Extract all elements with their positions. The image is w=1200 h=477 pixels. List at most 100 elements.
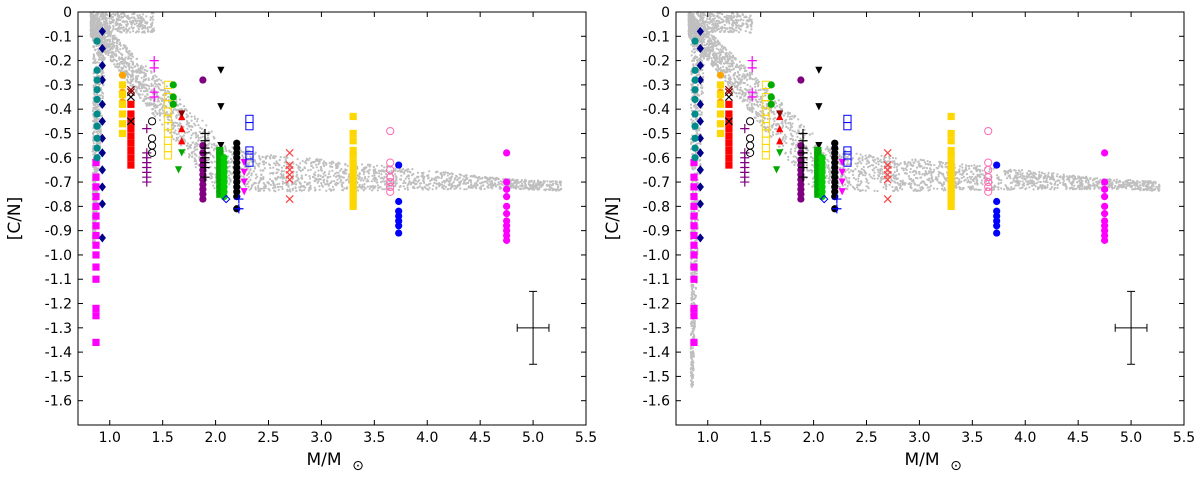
model-point xyxy=(440,176,443,180)
model-point xyxy=(99,130,102,133)
model-point xyxy=(422,179,425,182)
model-point xyxy=(766,117,769,120)
model-point xyxy=(211,172,214,176)
model-point xyxy=(754,98,758,101)
model-point xyxy=(97,142,100,145)
model-point xyxy=(227,160,230,163)
model-point xyxy=(152,18,155,21)
model-point xyxy=(374,178,377,181)
x-tick-label: 5.0 xyxy=(522,430,544,446)
model-point xyxy=(106,30,109,33)
model-point xyxy=(407,177,411,180)
model-point xyxy=(453,184,457,188)
model-point xyxy=(182,137,185,140)
model-point xyxy=(90,19,93,22)
model-point xyxy=(498,186,501,189)
model-point xyxy=(885,187,888,191)
data-point xyxy=(93,95,101,104)
model-point xyxy=(465,174,468,177)
model-point xyxy=(914,183,917,186)
model-point xyxy=(322,172,325,175)
model-point xyxy=(309,186,312,189)
model-point xyxy=(416,175,419,178)
model-point xyxy=(535,187,538,190)
model-point xyxy=(361,169,364,172)
model-point xyxy=(299,182,302,185)
model-point xyxy=(134,31,138,34)
model-point xyxy=(173,131,176,134)
model-point xyxy=(335,175,338,178)
model-point xyxy=(312,166,315,169)
model-point xyxy=(365,180,368,183)
model-point xyxy=(418,179,421,182)
model-point xyxy=(460,180,463,183)
model-point xyxy=(778,106,781,109)
model-point xyxy=(418,185,421,188)
model-point xyxy=(209,172,212,175)
model-point xyxy=(186,121,189,125)
model-point xyxy=(254,177,257,180)
model-point xyxy=(383,188,386,191)
model-point xyxy=(160,100,163,103)
model-point xyxy=(195,145,198,148)
model-point xyxy=(128,27,131,30)
model-point xyxy=(106,34,109,38)
model-point xyxy=(158,78,161,81)
model-point xyxy=(158,119,161,122)
model-point xyxy=(329,188,332,191)
model-point xyxy=(113,63,116,66)
model-point xyxy=(558,180,562,183)
model-point xyxy=(210,146,213,149)
model-point xyxy=(367,172,370,175)
model-point xyxy=(717,48,720,51)
model-point xyxy=(320,158,323,161)
data-point xyxy=(349,188,357,196)
y-tick-label: -1.5 xyxy=(45,369,72,385)
model-point xyxy=(257,182,260,185)
model-point xyxy=(560,187,563,190)
data-point xyxy=(503,149,511,157)
model-point xyxy=(380,173,383,176)
data-point xyxy=(98,165,106,175)
model-point xyxy=(278,158,281,162)
data-point xyxy=(245,122,254,131)
model-point xyxy=(174,129,177,132)
data-series xyxy=(127,100,135,169)
model-point xyxy=(411,174,414,177)
data-point xyxy=(92,202,100,210)
model-point xyxy=(137,67,140,70)
y-tick-label: -0.6 xyxy=(45,151,72,167)
model-point xyxy=(162,88,165,92)
model-point xyxy=(242,175,245,178)
model-point xyxy=(380,176,384,179)
model-point xyxy=(431,188,434,191)
model-point xyxy=(123,62,126,65)
data-point xyxy=(93,37,101,45)
model-point xyxy=(329,175,332,178)
model-point xyxy=(997,186,1000,189)
model-point xyxy=(295,171,298,174)
model-point xyxy=(517,181,521,184)
model-point xyxy=(383,183,387,186)
model-point xyxy=(93,93,96,96)
model-point xyxy=(149,18,152,21)
model-point xyxy=(522,187,526,190)
model-point xyxy=(346,164,349,167)
model-point xyxy=(257,189,260,193)
model-point xyxy=(94,166,97,169)
model-point xyxy=(263,183,266,186)
model-point xyxy=(717,52,720,55)
model-point xyxy=(254,188,257,191)
model-point xyxy=(879,179,882,182)
model-point xyxy=(470,179,473,182)
model-point xyxy=(124,65,127,68)
model-point xyxy=(145,15,148,18)
model-point xyxy=(727,74,730,77)
model-point xyxy=(317,169,320,172)
model-point xyxy=(172,138,175,141)
model-point xyxy=(264,161,268,164)
model-point xyxy=(463,188,466,191)
model-point xyxy=(548,185,552,188)
model-point xyxy=(305,162,308,165)
model-point xyxy=(189,112,192,115)
